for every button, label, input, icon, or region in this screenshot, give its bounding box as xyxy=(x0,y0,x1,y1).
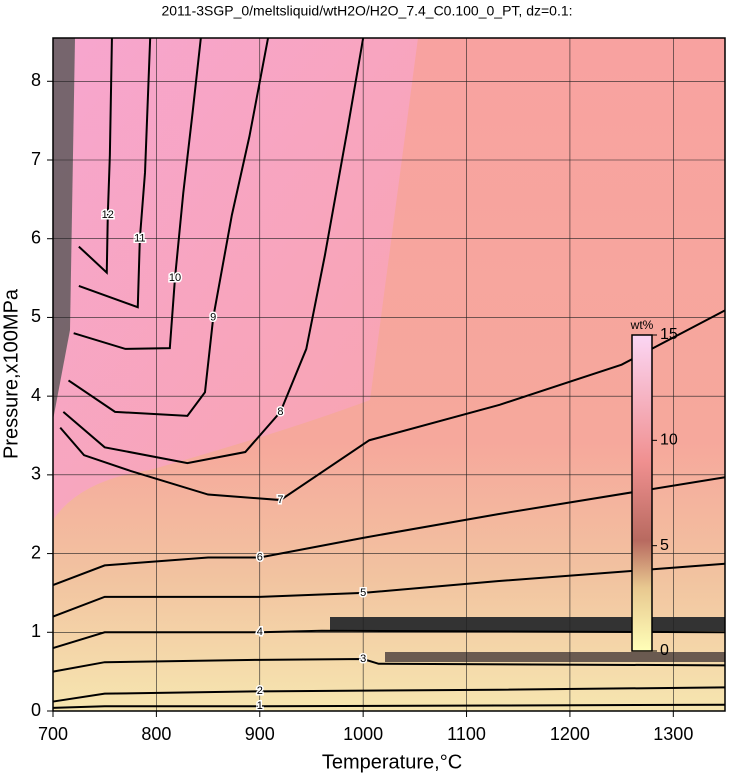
y-tick-label: 3 xyxy=(31,464,41,484)
contour-line xyxy=(78,37,152,309)
dark-band xyxy=(385,652,725,662)
colorbar-label: wt% xyxy=(630,318,654,332)
plot-frame xyxy=(52,37,726,712)
high-water-region xyxy=(53,38,418,520)
contour-label: 9 xyxy=(210,311,216,323)
y-tick-label: 6 xyxy=(31,227,41,247)
x-tick-label: 800 xyxy=(141,724,171,744)
contour-label: 3 xyxy=(360,653,366,665)
contour-label: 10 xyxy=(169,272,181,284)
y-tick-label: 0 xyxy=(31,700,41,720)
y-tick-label: 7 xyxy=(31,149,41,169)
contour-label: 4 xyxy=(257,626,263,638)
contour-label: 7 xyxy=(277,494,283,506)
x-tick-label: 1300 xyxy=(653,724,693,744)
y-tick-label: 1 xyxy=(31,621,41,641)
contour-label: 8 xyxy=(277,406,283,418)
x-tick-label: 700 xyxy=(38,724,68,744)
x-tick-label: 900 xyxy=(245,724,275,744)
contour-line xyxy=(59,309,726,502)
colorbar xyxy=(631,334,653,652)
y-tick-label: 5 xyxy=(31,306,41,326)
contour-label: 11 xyxy=(134,233,145,245)
contour-label: 12 xyxy=(102,209,114,221)
y-tick-label: 4 xyxy=(31,385,41,405)
colorbar-tick-label: 15 xyxy=(660,326,678,343)
x-tick-label: 1200 xyxy=(550,724,590,744)
contour-line xyxy=(52,562,726,618)
contour-line xyxy=(62,37,365,465)
contour-line xyxy=(67,37,270,417)
y-axis-label: Pressure,x100MPa xyxy=(0,288,22,459)
dense-contours xyxy=(53,38,75,420)
y-tick-label: 2 xyxy=(31,542,41,562)
x-tick-label: 1000 xyxy=(343,724,383,744)
chart-title: 2011-3SGP_0/meltsliquid/wtH2O/H2O_7.4_C0… xyxy=(161,3,572,19)
contour-label: 2 xyxy=(257,685,263,697)
contour-line xyxy=(52,629,726,649)
x-axis-label: Temperature,°C xyxy=(322,751,462,773)
dark-band xyxy=(330,617,725,631)
contour-label: 1 xyxy=(257,700,263,712)
colorbar-tick-label: 5 xyxy=(660,537,669,554)
contour-line xyxy=(52,686,726,703)
contour-line xyxy=(52,658,726,673)
contour-line xyxy=(52,476,726,586)
contour-line xyxy=(52,703,726,709)
x-tick-label: 1100 xyxy=(447,724,486,744)
contour-label: 5 xyxy=(360,587,366,599)
y-tick-label: 8 xyxy=(31,70,41,90)
contour-line xyxy=(73,37,202,350)
colorbar-tick-label: 10 xyxy=(660,432,678,449)
contour-label: 6 xyxy=(257,551,263,563)
contour-line xyxy=(78,37,113,275)
colorbar-tick-label: 0 xyxy=(660,642,669,659)
